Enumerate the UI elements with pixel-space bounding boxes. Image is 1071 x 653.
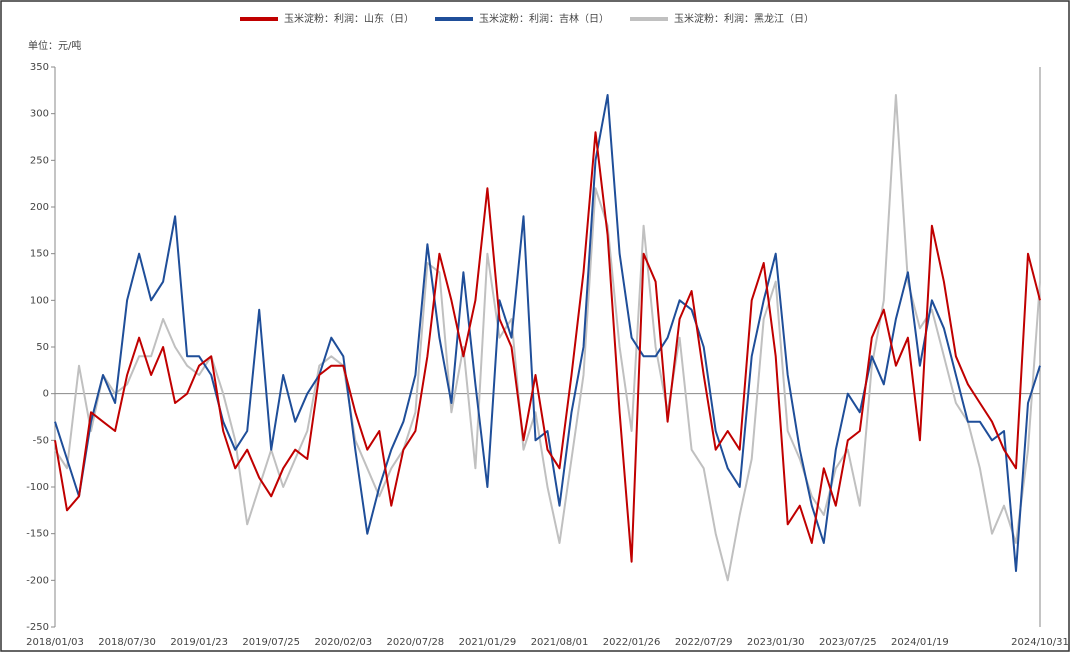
- y-tick-label: 300: [30, 109, 49, 120]
- x-tick-label: 2022/07/29: [675, 637, 733, 648]
- x-tick-label: 2019/07/25: [242, 637, 300, 648]
- x-tick-label: 2020/02/03: [314, 637, 372, 648]
- x-tick-label: 2024/01/19: [891, 637, 949, 648]
- y-tick-label: -100: [26, 482, 49, 493]
- y-tick-label: 50: [36, 342, 49, 353]
- y-tick-label: -250: [26, 622, 49, 633]
- x-tick-label: 2018/07/30: [98, 637, 156, 648]
- series-line: [54, 94, 1041, 582]
- x-tick-label: 2023/07/25: [819, 637, 877, 648]
- x-tick-label: 2024/10/31: [1011, 637, 1069, 648]
- series-line: [54, 131, 1041, 563]
- x-tick-label: 2022/01/26: [603, 637, 661, 648]
- legend-label: 玉米淀粉：利润：山东（日）: [284, 12, 414, 25]
- x-tick-label: 2019/01/23: [170, 637, 228, 648]
- y-tick-label: 250: [30, 155, 49, 166]
- x-tick-label: 2021/01/29: [459, 637, 517, 648]
- y-tick-label: 200: [30, 202, 49, 213]
- y-tick-label: 150: [30, 249, 49, 260]
- x-tick-label: 2018/01/03: [26, 637, 84, 648]
- x-tick-label: 2020/07/28: [387, 637, 445, 648]
- x-tick-label: 2023/01/30: [747, 637, 805, 648]
- y-tick-label: 0: [43, 389, 49, 400]
- y-tick-label: 100: [30, 295, 49, 306]
- legend-label: 玉米淀粉：利润：吉林（日）: [479, 12, 609, 25]
- y-tick-label: -50: [33, 435, 49, 446]
- unit-label: 单位：元/吨: [28, 39, 81, 52]
- y-tick-label: 350: [30, 62, 49, 73]
- y-tick-label: -150: [26, 529, 49, 540]
- legend-label: 玉米淀粉：利润：黑龙江（日）: [674, 12, 814, 25]
- y-tick-label: -200: [26, 575, 49, 586]
- x-tick-label: 2021/08/01: [531, 637, 589, 648]
